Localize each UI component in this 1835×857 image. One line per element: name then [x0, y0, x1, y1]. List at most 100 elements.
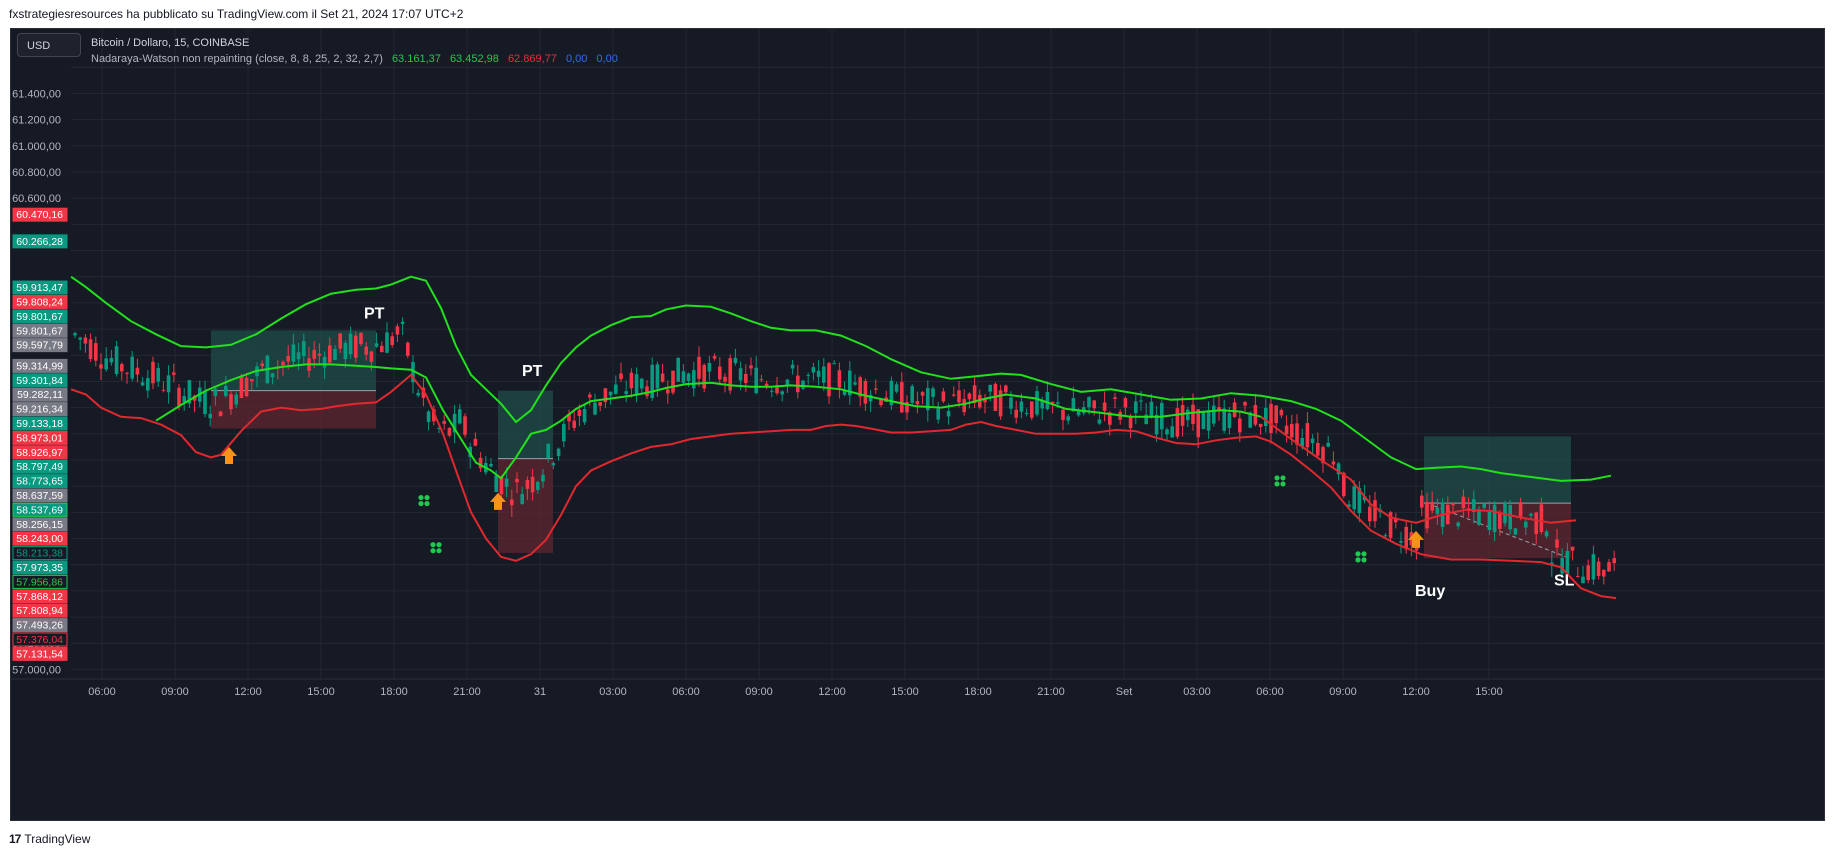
- x-tick-label: 18:00: [964, 686, 992, 698]
- svg-text:57.131,54: 57.131,54: [16, 648, 63, 660]
- candle-body: [1461, 496, 1466, 509]
- candle-body: [229, 394, 233, 410]
- candle-body: [140, 382, 145, 386]
- candle-body: [1362, 496, 1367, 501]
- tradingview-logo-icon: 17: [9, 832, 21, 846]
- svg-text:59.913,47: 59.913,47: [16, 282, 63, 294]
- candle-body: [1238, 418, 1242, 433]
- candle-body: [369, 351, 374, 362]
- tradingview-logo[interactable]: 17 TradingView: [9, 832, 90, 846]
- candle-body: [530, 476, 535, 493]
- svg-text:59.133,18: 59.133,18: [16, 418, 63, 430]
- candle-body: [395, 326, 400, 335]
- candle-body: [1352, 486, 1356, 510]
- price-label: 58.926,97: [12, 445, 68, 460]
- candle-body: [270, 373, 275, 378]
- candle-body: [1420, 495, 1424, 508]
- candle-body: [432, 409, 436, 422]
- candle-body: [562, 424, 566, 442]
- candle-body: [931, 388, 935, 397]
- svg-text:58.973,01: 58.973,01: [16, 432, 63, 444]
- candle-body: [1165, 429, 1169, 435]
- candle-body: [1342, 472, 1346, 497]
- candle-body: [447, 427, 452, 436]
- candle-body: [234, 394, 238, 405]
- candle-body: [151, 361, 155, 384]
- candle-body: [1201, 411, 1206, 430]
- candle-body: [1232, 402, 1237, 417]
- symbol-line: Bitcoin / Dollaro, 15, COINBASE: [91, 37, 250, 49]
- svg-text:59.597,79: 59.597,79: [16, 340, 63, 352]
- y-tick-label: 60.600,00: [12, 193, 61, 205]
- candle-body: [551, 463, 556, 466]
- candle-body: [489, 463, 493, 467]
- svg-text:57.956,86: 57.956,86: [16, 576, 63, 588]
- candle-body: [504, 478, 509, 487]
- candle-body: [1154, 414, 1159, 435]
- band-line: [155, 363, 1262, 480]
- price-label: 58.773,65: [12, 474, 68, 489]
- candle-body: [1482, 503, 1486, 508]
- stop-zone: [498, 458, 553, 553]
- candle-body: [1451, 503, 1455, 506]
- y-tick-label: 61.000,00: [12, 141, 61, 153]
- indicator-value-1: 63.161,37: [391, 53, 441, 65]
- candle-body: [478, 457, 483, 469]
- x-tick-label: 09:00: [161, 686, 189, 698]
- svg-text:60.266,28: 60.266,28: [16, 236, 63, 248]
- price-label: 58.973,01: [12, 430, 68, 445]
- candle-body: [1383, 535, 1388, 537]
- candle-body: [1347, 504, 1351, 507]
- candle-body: [1056, 402, 1060, 404]
- price-chart[interactable]: PT PT Buy SL 61.400,00 61.200,00 61.000,00 60.…: [11, 29, 1825, 821]
- band-line: [70, 275, 1612, 482]
- candle-body: [666, 389, 670, 394]
- candle-body: [718, 366, 722, 380]
- candle-body: [1456, 522, 1460, 527]
- candle-body: [619, 373, 623, 380]
- candle-body: [671, 370, 675, 393]
- candle-body: [1425, 501, 1429, 529]
- candle-body: [1030, 401, 1034, 418]
- candle-body: [1331, 461, 1336, 465]
- candle-body: [1290, 423, 1294, 438]
- profit-zone: [498, 390, 553, 459]
- candle-body: [1040, 399, 1044, 409]
- candle-body: [400, 321, 405, 324]
- svg-text:57.973,35: 57.973,35: [16, 562, 63, 574]
- currency-button[interactable]: USD: [17, 33, 81, 57]
- candle-body: [879, 399, 883, 406]
- candle-body: [463, 416, 467, 435]
- candle-body: [1498, 513, 1502, 529]
- x-tick-label: 09:00: [745, 686, 773, 698]
- candle-body: [796, 375, 800, 393]
- x-tick-label: 21:00: [1037, 686, 1065, 698]
- candle-body: [1596, 561, 1601, 576]
- chart-panel[interactable]: PT PT Buy SL 61.400,00 61.200,00 61.000,00 60.…: [10, 28, 1825, 821]
- indicator-name: Nadaraya-Watson non repainting (close, 8…: [91, 53, 383, 65]
- x-tick-label: 06:00: [672, 686, 700, 698]
- candle-body: [686, 373, 691, 382]
- candle-body: [1128, 416, 1133, 429]
- price-label: 58.537,69: [12, 502, 68, 517]
- candle-body: [1076, 411, 1081, 416]
- candle-body: [754, 367, 758, 394]
- candle-body: [94, 343, 98, 361]
- indicator-value-5: 0,00: [596, 53, 618, 65]
- price-label: 57.493,26: [12, 618, 68, 633]
- candle-body: [1487, 511, 1492, 531]
- candle-body: [894, 384, 899, 392]
- candle-body: [385, 332, 389, 353]
- candle-body: [1004, 385, 1008, 393]
- candle-body: [1602, 569, 1606, 577]
- price-label: 59.913,47: [12, 280, 68, 295]
- candle-body: [998, 390, 1003, 417]
- buy-arrow-icon: [221, 447, 237, 465]
- candle-body: [790, 364, 795, 369]
- candle-body: [1529, 513, 1533, 516]
- svg-text:58.243,00: 58.243,00: [16, 533, 63, 545]
- price-label: 58.637,59: [12, 488, 68, 503]
- candle-body: [660, 373, 665, 382]
- candle-body: [125, 372, 129, 374]
- candle-body: [109, 357, 114, 363]
